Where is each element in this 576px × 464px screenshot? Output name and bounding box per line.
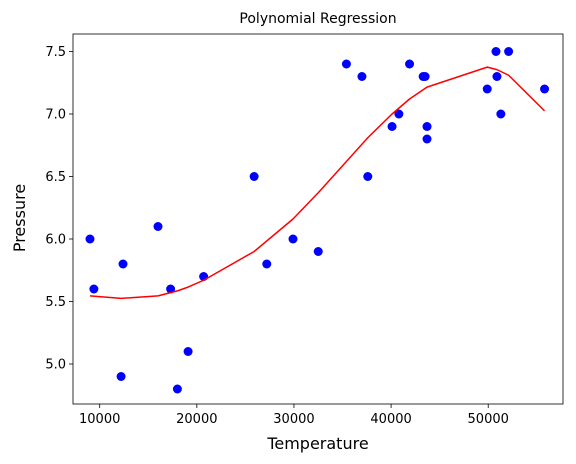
data-point bbox=[85, 234, 95, 244]
axes: 10000 20000 30000 40000 50000 5.0 5.5 6.0 6.5 7.0… bbox=[45, 33, 564, 427]
data-point bbox=[118, 259, 128, 269]
x-tick-label: 10000 bbox=[79, 412, 120, 427]
x-tick-label: 40000 bbox=[370, 412, 411, 427]
data-point bbox=[422, 134, 432, 144]
data-point bbox=[422, 122, 432, 131]
data-point bbox=[116, 372, 126, 381]
x-tick-label: 50000 bbox=[468, 412, 509, 427]
data-point bbox=[262, 259, 272, 269]
data-point bbox=[363, 172, 373, 181]
data-point bbox=[540, 84, 550, 94]
data-point bbox=[492, 72, 502, 81]
data-point bbox=[153, 222, 163, 231]
y-tick-label: 5.0 bbox=[45, 358, 66, 373]
y-tick-label: 7.0 bbox=[45, 108, 66, 123]
data-point bbox=[491, 47, 501, 56]
plot-area bbox=[85, 47, 550, 394]
data-point bbox=[288, 234, 298, 244]
data-point bbox=[405, 59, 415, 69]
data-point bbox=[420, 72, 430, 81]
x-tick-label: 20000 bbox=[176, 412, 217, 427]
y-axis-label: Pressure bbox=[10, 184, 29, 252]
data-point bbox=[341, 59, 351, 69]
data-point bbox=[504, 47, 514, 56]
data-point bbox=[166, 284, 176, 294]
x-tick-label: 30000 bbox=[273, 412, 314, 427]
chart-title: Polynomial Regression bbox=[239, 11, 396, 27]
data-point bbox=[183, 347, 193, 356]
y-tick-label: 7.5 bbox=[45, 45, 66, 60]
x-axis-label: Temperature bbox=[266, 434, 368, 453]
data-point bbox=[89, 284, 99, 294]
data-point bbox=[482, 84, 492, 94]
y-tick-label: 5.5 bbox=[45, 295, 66, 310]
data-point bbox=[387, 122, 397, 131]
y-tick-label: 6.0 bbox=[45, 233, 66, 248]
data-point bbox=[357, 72, 367, 81]
data-point bbox=[172, 384, 182, 394]
axes-frame bbox=[72, 33, 564, 405]
data-point bbox=[313, 247, 323, 256]
data-point bbox=[394, 109, 404, 119]
data-point bbox=[496, 109, 506, 119]
data-point bbox=[249, 172, 259, 181]
y-tick-label: 6.5 bbox=[45, 170, 66, 185]
fit-line bbox=[89, 66, 546, 300]
